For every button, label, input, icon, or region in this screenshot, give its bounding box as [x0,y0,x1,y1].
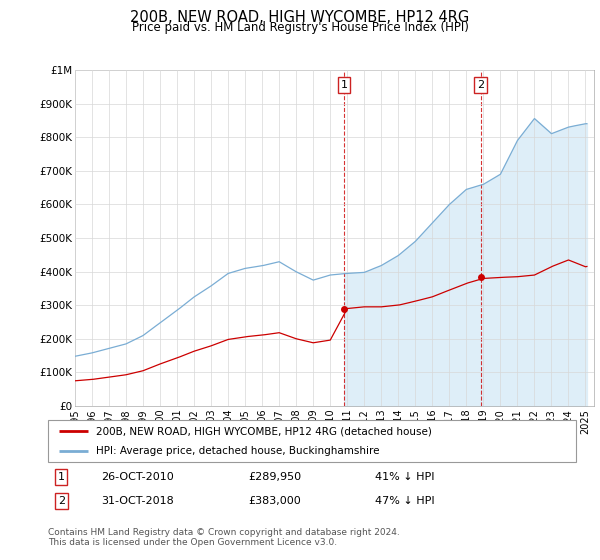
Text: 2: 2 [58,496,65,506]
Text: HPI: Average price, detached house, Buckinghamshire: HPI: Average price, detached house, Buck… [95,446,379,456]
Text: 1: 1 [58,472,65,482]
Text: £289,950: £289,950 [248,472,302,482]
Text: Contains HM Land Registry data © Crown copyright and database right 2024.
This d: Contains HM Land Registry data © Crown c… [48,528,400,547]
Text: 200B, NEW ROAD, HIGH WYCOMBE, HP12 4RG (detached house): 200B, NEW ROAD, HIGH WYCOMBE, HP12 4RG (… [95,426,431,436]
Text: 200B, NEW ROAD, HIGH WYCOMBE, HP12 4RG: 200B, NEW ROAD, HIGH WYCOMBE, HP12 4RG [130,10,470,25]
Text: 31-OCT-2018: 31-OCT-2018 [101,496,173,506]
Text: 2: 2 [477,80,484,90]
Text: 47% ↓ HPI: 47% ↓ HPI [376,496,435,506]
Text: £383,000: £383,000 [248,496,301,506]
Text: 26-OCT-2010: 26-OCT-2010 [101,472,173,482]
Text: 41% ↓ HPI: 41% ↓ HPI [376,472,435,482]
Text: 1: 1 [341,80,347,90]
Text: Price paid vs. HM Land Registry's House Price Index (HPI): Price paid vs. HM Land Registry's House … [131,21,469,34]
